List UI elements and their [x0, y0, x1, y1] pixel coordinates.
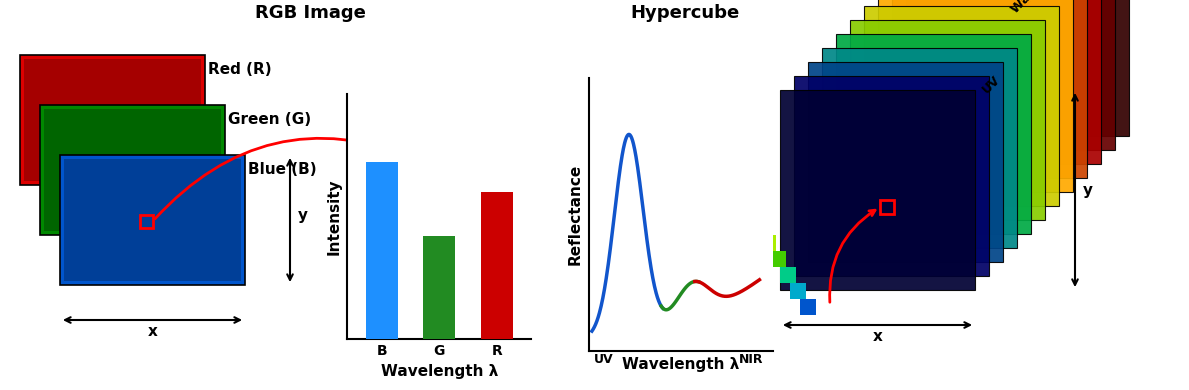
Text: Green (G): Green (G): [228, 112, 312, 126]
Text: x: x: [147, 324, 157, 339]
Text: UV: UV: [980, 73, 1004, 96]
Bar: [44, 109, 221, 231]
Y-axis label: Reflectance: Reflectance: [568, 164, 583, 265]
Bar: [935, 0, 1130, 136]
Bar: [892, 0, 1087, 178]
Bar: [482, 192, 512, 339]
Bar: [40, 105, 225, 235]
Text: Wavelength λ: Wavelength λ: [1008, 0, 1086, 16]
Bar: [24, 59, 201, 181]
Text: y: y: [1083, 183, 1093, 197]
Bar: [850, 20, 1045, 220]
Text: Blue (B): Blue (B): [249, 161, 316, 177]
Bar: [780, 267, 795, 283]
Bar: [770, 251, 786, 267]
Y-axis label: Intensity: Intensity: [327, 178, 341, 255]
Text: Hypercube: Hypercube: [630, 4, 740, 22]
Bar: [800, 299, 816, 315]
Bar: [877, 0, 1072, 192]
Text: UV: UV: [593, 353, 614, 366]
Bar: [64, 159, 241, 281]
Text: y: y: [298, 208, 308, 223]
Bar: [836, 34, 1031, 234]
Bar: [721, 171, 736, 187]
Bar: [740, 203, 756, 219]
Bar: [366, 162, 397, 339]
Text: x: x: [873, 329, 882, 344]
Bar: [59, 155, 245, 285]
Bar: [880, 200, 894, 214]
Bar: [140, 215, 153, 228]
Bar: [760, 235, 776, 251]
Bar: [20, 55, 205, 185]
Bar: [423, 236, 455, 339]
Bar: [710, 155, 726, 171]
Text: Red (R): Red (R): [208, 62, 271, 76]
X-axis label: Wavelength λ: Wavelength λ: [380, 364, 498, 379]
Bar: [794, 76, 989, 276]
Bar: [864, 6, 1059, 206]
Text: RGB Image: RGB Image: [254, 4, 365, 22]
Bar: [809, 62, 1004, 262]
X-axis label: Wavelength λ: Wavelength λ: [622, 356, 740, 372]
Bar: [822, 48, 1017, 248]
Bar: [920, 0, 1115, 150]
Bar: [730, 187, 746, 203]
Bar: [789, 283, 806, 299]
Bar: [750, 219, 766, 235]
Text: NIR: NIR: [740, 353, 763, 366]
Bar: [906, 0, 1101, 164]
Bar: [780, 90, 975, 290]
